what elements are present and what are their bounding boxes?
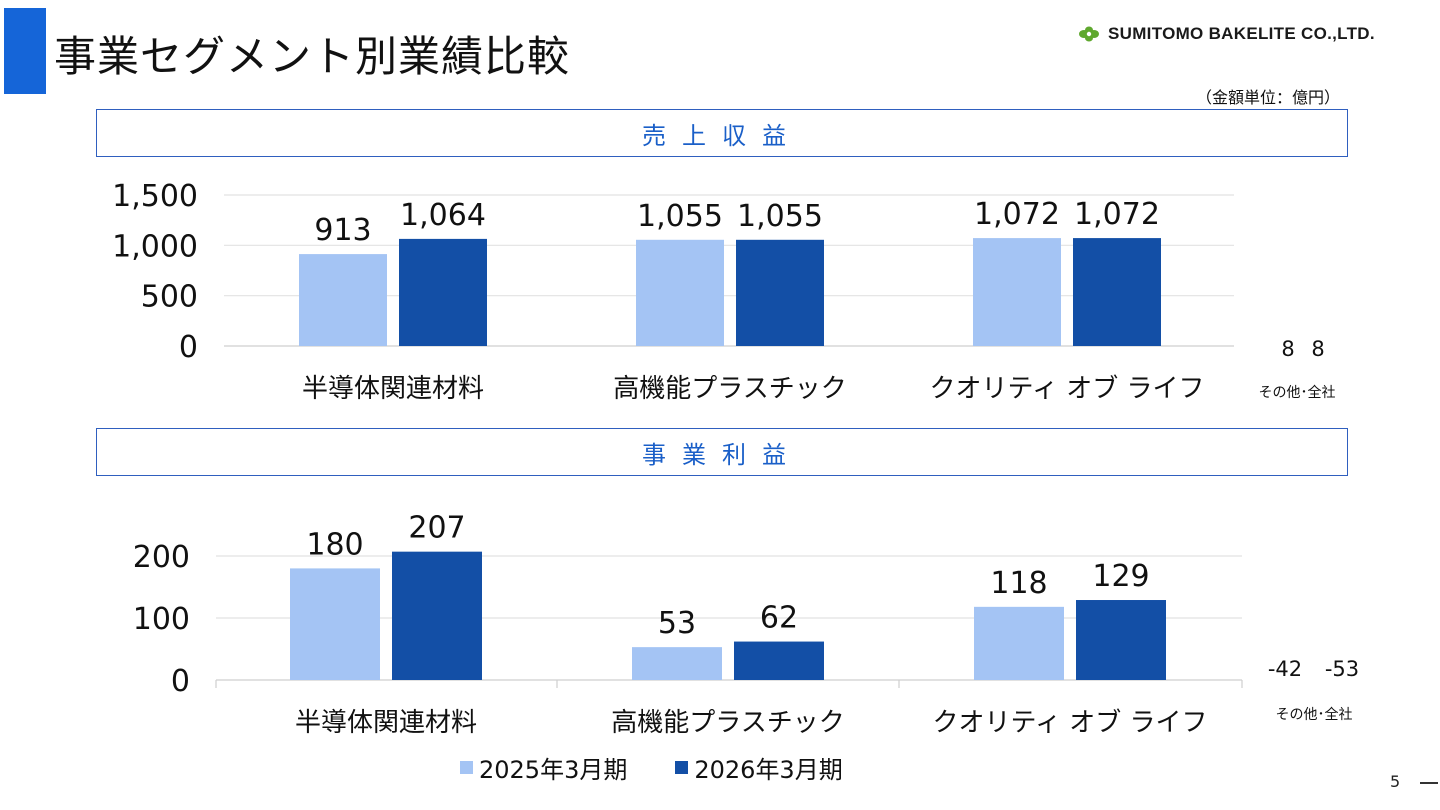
legend-swatch-fy2026 (675, 761, 689, 774)
unit-note: （金額単位：億円） (1196, 88, 1341, 107)
legend-swatch-fy2025 (460, 761, 473, 774)
value-label-0-0-1: 1,064 (400, 198, 486, 233)
other-value-1-1: -53 (1325, 657, 1359, 681)
page-title: 事業セグメント別業績比較 (54, 32, 571, 81)
value-label-1-2-1: 129 (1092, 559, 1149, 594)
other-label-1: その他･全社 (1276, 706, 1353, 723)
value-label-1-0-0: 180 (306, 527, 363, 562)
bar-0-0-0 (299, 254, 387, 346)
other-value-0-0: 8 (1281, 337, 1294, 361)
revenue-section-label: 売上収益 (642, 121, 802, 150)
bar-1-1-0 (632, 647, 722, 680)
category-label-1-2: クオリティ オブ ライフ (933, 708, 1208, 738)
revenue-section-header: 売上収益 (96, 109, 1348, 157)
value-label-1-0-1: 207 (408, 511, 465, 546)
value-label-0-1-0: 1,055 (637, 199, 723, 234)
legend-item-fy2026: 2026年3月期 (675, 750, 843, 785)
page-number: 5 (1390, 772, 1401, 791)
other-value-0-1: 8 (1311, 337, 1324, 361)
category-label-0-0: 半導体関連材料 (302, 374, 484, 404)
y-tick-label-0-1: 500 (141, 280, 198, 315)
category-label-0-1: 高機能プラスチック (613, 374, 846, 404)
value-label-0-1-1: 1,055 (737, 199, 823, 234)
company-logo: SUMITOMO BAKELITE CO.,LTD. (1078, 24, 1375, 44)
company-name: SUMITOMO BAKELITE CO.,LTD. (1108, 24, 1375, 43)
bar-0-1-1 (736, 239, 824, 346)
value-label-0-2-1: 1,072 (1074, 197, 1160, 232)
logo-mark-icon (1079, 26, 1099, 42)
bar-1-2-1 (1076, 600, 1166, 680)
chart-legend: 2025年3月期 2026年3月期 (460, 750, 843, 785)
bar-0-2-1 (1073, 238, 1161, 346)
y-tick-label-1-0: 0 (171, 664, 190, 699)
value-label-1-2-0: 118 (990, 566, 1047, 601)
profit-section-header: 事業利益 (96, 428, 1348, 476)
category-label-1-1: 高機能プラスチック (611, 708, 844, 738)
value-label-1-1-0: 53 (658, 606, 696, 641)
page-number-dash (1420, 782, 1438, 784)
title-accent-bar (4, 8, 46, 94)
bar-1-1-1 (734, 641, 824, 680)
profit-section-label: 事業利益 (642, 440, 802, 469)
y-tick-label-1-2: 200 (133, 540, 190, 575)
bar-0-1-0 (636, 239, 724, 346)
bar-1-0-0 (290, 568, 380, 680)
bar-0-0-1 (399, 238, 487, 346)
legend-item-fy2025: 2025年3月期 (460, 750, 627, 785)
category-label-1-0: 半導体関連材料 (295, 708, 477, 738)
y-tick-label-0-0: 0 (179, 330, 198, 365)
other-label-0: その他･全社 (1259, 384, 1336, 401)
value-label-0-2-0: 1,072 (974, 197, 1060, 232)
y-tick-label-0-3: 1,500 (112, 179, 198, 214)
value-label-0-0-0: 913 (314, 213, 371, 248)
bar-1-2-0 (974, 606, 1064, 680)
y-tick-label-0-2: 1,000 (112, 229, 198, 264)
y-tick-label-1-1: 100 (133, 602, 190, 637)
category-label-0-2: クオリティ オブ ライフ (930, 374, 1205, 404)
legend-label-fy2025: 2025年3月期 (479, 756, 628, 784)
bar-0-2-0 (973, 238, 1061, 346)
bar-1-0-1 (392, 551, 482, 680)
value-label-1-1-1: 62 (760, 601, 798, 636)
other-value-1-0: -42 (1268, 657, 1302, 681)
legend-label-fy2026: 2026年3月期 (694, 756, 843, 784)
